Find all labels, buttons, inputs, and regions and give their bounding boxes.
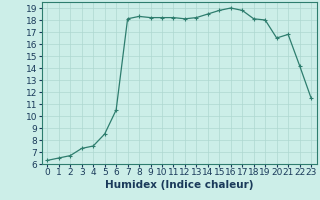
X-axis label: Humidex (Indice chaleur): Humidex (Indice chaleur) [105,180,253,190]
